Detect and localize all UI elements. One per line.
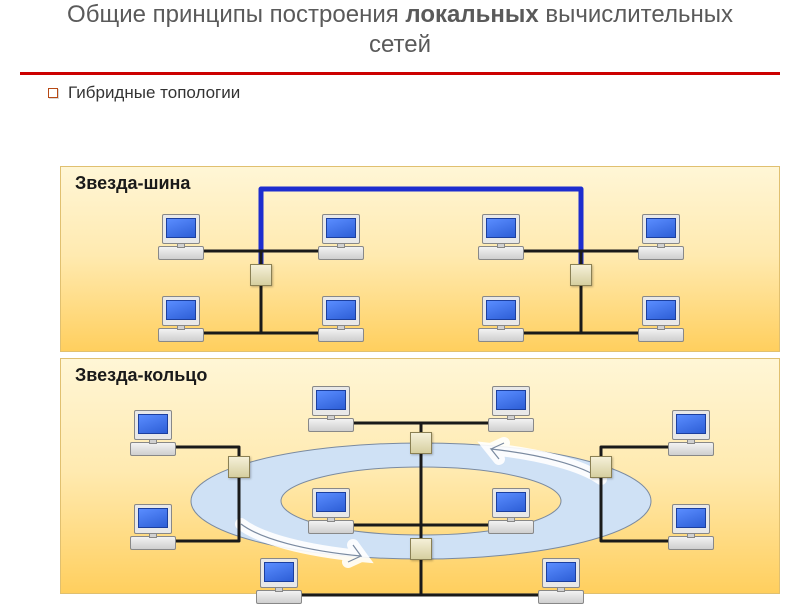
- star-ring-pc-0: [130, 410, 176, 456]
- star-bus-pc-3: [318, 296, 364, 342]
- panel-star-ring: Звезда-кольцо: [60, 358, 780, 594]
- star-ring-hub-2: [590, 456, 612, 478]
- star-bus-pc-2: [158, 296, 204, 342]
- star-ring-pc-2: [308, 386, 354, 432]
- star-ring-pc-9: [538, 558, 584, 604]
- title-underline: [20, 72, 780, 75]
- star-bus-pc-0: [158, 214, 204, 260]
- star-bus-pc-6: [478, 296, 524, 342]
- star-bus-pc-4: [478, 214, 524, 260]
- star-ring-hub-1: [410, 432, 432, 454]
- star-ring-pc-4: [668, 410, 714, 456]
- bullet-text: Гибридные топологии: [68, 83, 240, 103]
- title-emph: локальных: [405, 1, 538, 28]
- diagram-area: Звезда-шина Звезда-кольцо: [60, 166, 780, 594]
- star-bus-pc-7: [638, 296, 684, 342]
- star-bus-pc-5: [638, 214, 684, 260]
- panel-star-bus: Звезда-шина: [60, 166, 780, 352]
- star-bus-hub-0: [250, 264, 272, 286]
- star-ring-pc-8: [256, 558, 302, 604]
- star-ring-hub-0: [228, 456, 250, 478]
- title-pre: Общие принципы построения: [67, 1, 405, 28]
- star-bus-pc-1: [318, 214, 364, 260]
- bullet-row: Гибридные топологии: [0, 83, 800, 103]
- star-ring-pc-3: [488, 386, 534, 432]
- star-ring-pc-5: [668, 504, 714, 550]
- star-ring-pc-1: [130, 504, 176, 550]
- star-ring-hub-3: [410, 538, 432, 560]
- slide-title: Общие принципы построения локальных вычи…: [0, 0, 800, 68]
- bullet-marker: [48, 88, 58, 98]
- star-ring-pc-6: [308, 488, 354, 534]
- star-ring-pc-7: [488, 488, 534, 534]
- star-bus-hub-1: [570, 264, 592, 286]
